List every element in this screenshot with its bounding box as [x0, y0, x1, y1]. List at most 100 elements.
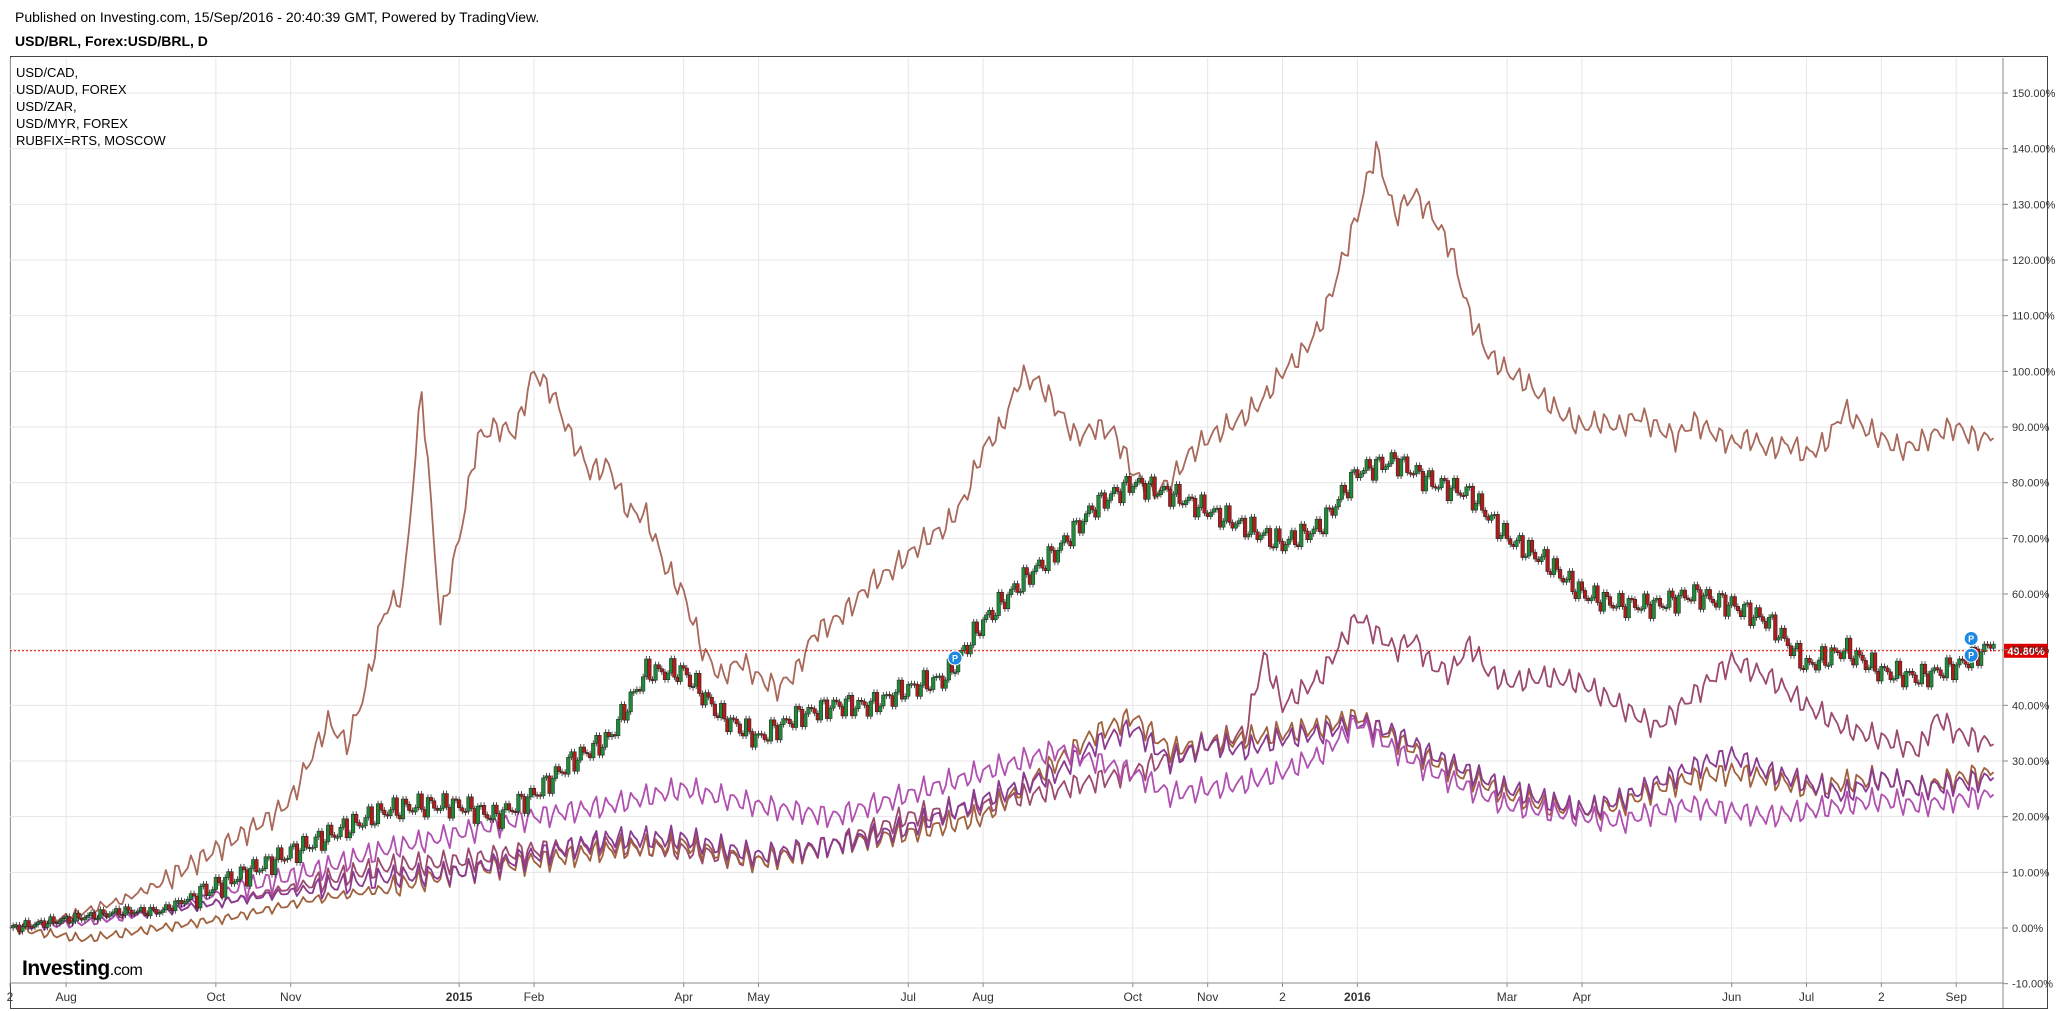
usdbrl-candle	[859, 699, 864, 702]
event-markers[interactable]: PPP	[947, 631, 1979, 666]
usdbrl-candle	[110, 911, 115, 915]
usdbrl-candle	[1158, 489, 1163, 495]
x-tick-label: Jul	[901, 990, 916, 1004]
usdbrl-candle	[310, 847, 315, 850]
usdbrl-candle	[1651, 599, 1656, 619]
usdbrl-candle	[1545, 549, 1550, 572]
usdbrl-candle	[1040, 559, 1045, 569]
usdbrl-candle	[906, 684, 911, 697]
usdbrl-candle	[1601, 592, 1606, 612]
usdbrl-candle	[1879, 666, 1884, 682]
usdbrl-candle	[32, 924, 38, 928]
y-tick-label: 20.00%	[2012, 812, 2050, 824]
event-marker-icon[interactable]	[1963, 647, 1979, 663]
usdbrl-candle	[1589, 597, 1594, 602]
usdbrl-candle	[1442, 478, 1447, 481]
current-value-badge	[2004, 643, 2048, 658]
usdbrl-candle	[338, 826, 343, 838]
usdbrl-candle	[793, 706, 799, 728]
usdbrl-candle	[1374, 458, 1379, 481]
usdbrl-candle	[1333, 506, 1338, 516]
usdbrl-candle	[1108, 493, 1114, 501]
usdbrl-candle	[762, 734, 767, 740]
x-tick-label: Oct	[1123, 990, 1142, 1004]
usdbrl-candle	[1349, 471, 1354, 499]
usdbrl-candle	[45, 923, 50, 928]
usdbrl-candle	[254, 859, 259, 873]
x-tick-label: Feb	[524, 990, 545, 1004]
usdbrl-candle	[575, 759, 580, 772]
usdbrl-candle	[1071, 520, 1076, 547]
usdbrl-candle	[1607, 596, 1613, 606]
usdbrl-candle	[516, 793, 521, 812]
usdbrl-candle	[425, 797, 430, 818]
event-marker-icon[interactable]	[947, 650, 963, 666]
usdbrl-candle	[1046, 546, 1051, 571]
series-rub-line	[9, 140, 1995, 933]
usdbrl-candle	[273, 859, 278, 875]
usdbrl-candle	[1888, 671, 1893, 680]
usdbrl-candle	[1726, 604, 1731, 617]
usdbrl-candle	[407, 804, 412, 811]
usdbrl-candle	[903, 695, 908, 700]
investing-logo[interactable]: Investing.com	[22, 957, 143, 981]
x-tick-label: 2016	[1344, 990, 1371, 1004]
usdbrl-candle	[828, 707, 833, 719]
usdbrl-candle	[1520, 535, 1525, 558]
x-tick-label: Apr	[674, 990, 693, 1004]
usdbrl-candle	[335, 836, 340, 839]
usdbrl-candle	[1929, 670, 1934, 688]
usdbrl-candle	[996, 591, 1001, 616]
usdbrl-candle	[1816, 659, 1822, 671]
usdbrl-candle	[1773, 614, 1778, 641]
usdbrl-candle	[1283, 544, 1288, 552]
usdbrl-candle	[1049, 546, 1054, 551]
usdbrl-candle	[282, 859, 287, 862]
usdbrl-candle	[1243, 517, 1248, 538]
legend-item: USD/CAD,	[16, 65, 79, 80]
y-tick-label: 30.00%	[2012, 756, 2050, 768]
usdbrl-candle	[1021, 567, 1026, 592]
usdbrl-candle	[400, 798, 406, 820]
usdbrl-candle	[20, 926, 25, 932]
usdbrl-candle	[806, 707, 811, 715]
usdbrl-candle	[1483, 509, 1488, 517]
usdbrl-candle	[600, 746, 605, 756]
usdbrl-candle	[500, 809, 505, 829]
usdbrl-candle	[1358, 473, 1363, 479]
usdbrl-candle	[513, 810, 518, 813]
usdbrl-candle	[887, 694, 892, 697]
usdbrl-candle	[1701, 595, 1706, 610]
usdbrl-candle	[924, 670, 930, 690]
usdbrl-candle	[482, 805, 487, 815]
usdbrl-candle	[1115, 487, 1120, 492]
usdbrl-candle	[1735, 606, 1740, 611]
usdbrl-candle	[1564, 579, 1569, 583]
usdbrl-candle	[1336, 499, 1341, 508]
usdbrl-candle	[1710, 598, 1715, 604]
usdbrl-candle	[1246, 534, 1251, 538]
usdbrl-candle	[843, 698, 848, 717]
usdbrl-candle	[803, 713, 808, 727]
x-tick-label: Aug	[972, 990, 993, 1004]
usdbrl-candle	[1433, 486, 1438, 489]
usdbrl-candle	[1055, 550, 1061, 563]
y-tick-label: 10.00%	[2012, 867, 2050, 879]
usdbrl-candle	[974, 621, 979, 634]
usdbrl-candle	[812, 708, 817, 714]
usdbrl-candle	[319, 830, 324, 851]
usdbrl-candle	[1514, 540, 1519, 547]
usdbrl-candle	[659, 668, 664, 673]
usdbrl-candle	[1455, 478, 1460, 494]
usdbrl-candle	[382, 809, 387, 815]
usdbrl-candle	[463, 810, 468, 813]
usdbrl-candle	[687, 674, 692, 687]
usdbrl-candle	[1065, 535, 1070, 542]
y-tick-label: 0.00%	[2012, 923, 2043, 935]
usdbrl-candle	[1439, 478, 1444, 488]
usdbrl-candle	[1177, 484, 1182, 504]
usdbrl-candle	[1554, 558, 1560, 570]
usdbrl-candle	[850, 695, 855, 717]
event-marker-icon[interactable]	[1963, 631, 1979, 647]
